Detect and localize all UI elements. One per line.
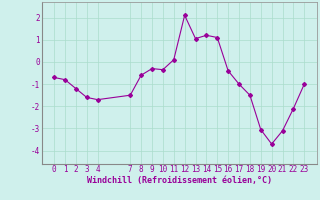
X-axis label: Windchill (Refroidissement éolien,°C): Windchill (Refroidissement éolien,°C): [87, 176, 272, 185]
